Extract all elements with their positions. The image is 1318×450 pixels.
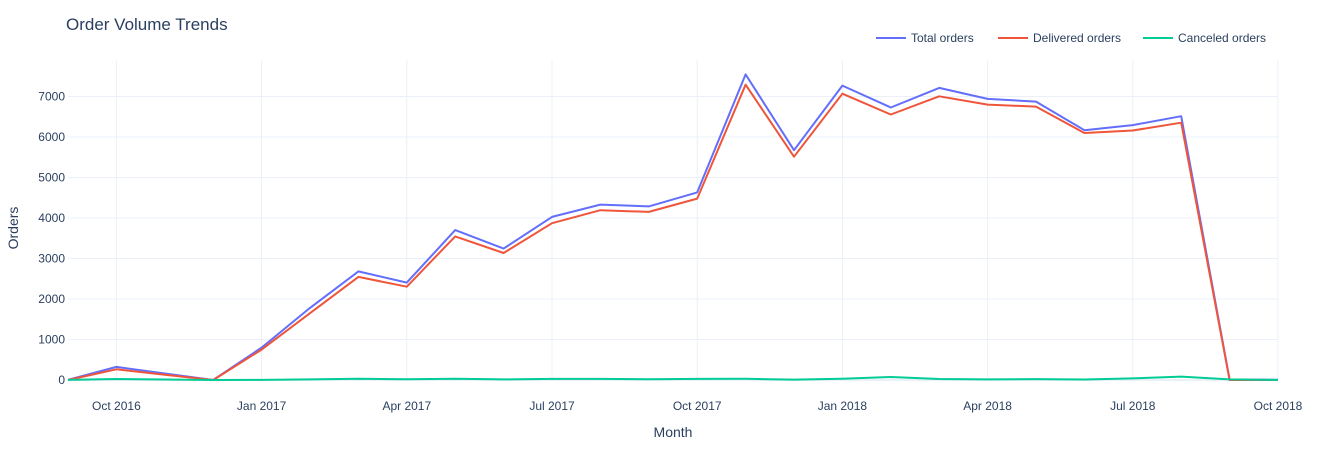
x-tick-label: Jul 2017 — [529, 399, 575, 413]
x-tick-label: Apr 2017 — [382, 399, 431, 413]
legend-item-total-orders[interactable]: Total orders — [876, 31, 974, 45]
legend-item-canceled-orders[interactable]: Canceled orders — [1143, 31, 1266, 45]
y-tick-label: 4000 — [38, 211, 65, 225]
legend-item-delivered-orders[interactable]: Delivered orders — [998, 31, 1121, 45]
y-tick-label: 6000 — [38, 130, 65, 144]
series-line-canceled-orders[interactable] — [67, 375, 1279, 381]
x-tick-label: Jul 2018 — [1110, 399, 1156, 413]
grid — [68, 60, 1279, 381]
series-line-total-orders[interactable] — [67, 73, 1279, 381]
y-axis-ticks: 0 1000 2000 3000 4000 5000 6000 7000 — [38, 89, 65, 387]
y-tick-label: 3000 — [38, 251, 65, 265]
x-tick-label: Jan 2018 — [818, 399, 868, 413]
series-line-delivered-orders[interactable] — [67, 83, 1278, 381]
y-axis-title: Orders — [5, 207, 21, 250]
x-tick-label: Jan 2017 — [237, 399, 287, 413]
y-tick-label: 2000 — [38, 292, 65, 306]
x-axis-ticks: Oct 2016 Jan 2017 Apr 2017 Jul 2017 Oct 2017… — [92, 399, 1303, 413]
legend-label: Canceled orders — [1178, 31, 1266, 45]
series-lines — [67, 73, 1279, 381]
y-tick-label: 7000 — [38, 89, 65, 103]
legend-label: Delivered orders — [1033, 31, 1121, 45]
legend-label: Total orders — [911, 31, 974, 45]
x-axis-title: Month — [654, 424, 693, 440]
x-tick-label: Oct 2017 — [673, 399, 722, 413]
y-tick-label: 0 — [58, 373, 65, 387]
x-tick-label: Oct 2018 — [1254, 399, 1303, 413]
x-tick-label: Apr 2018 — [963, 399, 1012, 413]
x-tick-label: Oct 2016 — [92, 399, 141, 413]
y-tick-label: 5000 — [38, 170, 65, 184]
legend[interactable]: Total orders Delivered orders Canceled ord… — [876, 31, 1266, 45]
chart-title: Order Volume Trends — [66, 15, 228, 34]
y-tick-label: 1000 — [38, 332, 65, 346]
